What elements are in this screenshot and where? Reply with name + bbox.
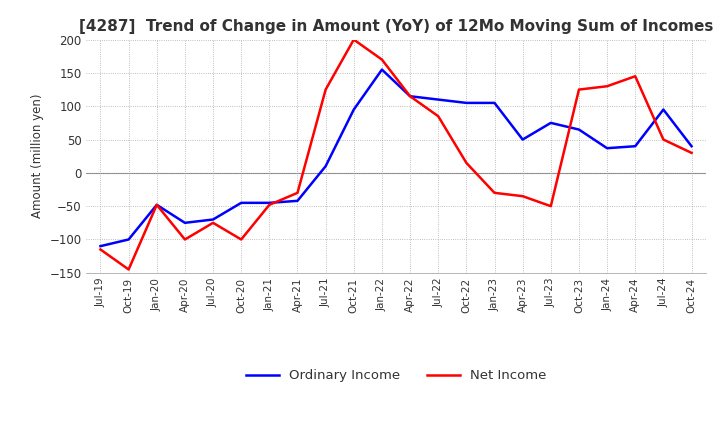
Ordinary Income [434,97,443,102]
Ordinary Income [518,137,527,142]
Net Income [659,137,667,142]
Net Income [265,202,274,208]
Net Income [377,57,386,62]
Ordinary Income [377,67,386,72]
Ordinary Income [293,198,302,203]
Ordinary Income [153,202,161,208]
Legend: Ordinary Income, Net Income: Ordinary Income, Net Income [240,364,552,388]
Net Income [125,267,133,272]
Net Income [181,237,189,242]
Net Income [321,87,330,92]
Ordinary Income [321,164,330,169]
Ordinary Income [631,143,639,149]
Ordinary Income [659,107,667,112]
Ordinary Income [237,200,246,205]
Line: Net Income: Net Income [101,40,691,269]
Net Income [237,237,246,242]
Ordinary Income [490,100,499,106]
Ordinary Income [575,127,583,132]
Net Income [575,87,583,92]
Net Income [687,150,696,155]
Net Income [153,202,161,208]
Ordinary Income [406,94,415,99]
Net Income [406,94,415,99]
Ordinary Income [265,200,274,205]
Net Income [546,204,555,209]
Net Income [434,114,443,119]
Net Income [349,37,358,42]
Ordinary Income [603,146,611,151]
Net Income [631,73,639,79]
Ordinary Income [96,243,105,249]
Ordinary Income [181,220,189,225]
Net Income [518,194,527,199]
Ordinary Income [349,107,358,112]
Ordinary Income [546,120,555,125]
Net Income [462,160,471,165]
Y-axis label: Amount (million yen): Amount (million yen) [31,94,44,218]
Ordinary Income [462,100,471,106]
Ordinary Income [687,143,696,149]
Line: Ordinary Income: Ordinary Income [101,70,691,246]
Net Income [603,84,611,89]
Net Income [490,190,499,195]
Net Income [293,190,302,195]
Net Income [96,247,105,252]
Title: [4287]  Trend of Change in Amount (YoY) of 12Mo Moving Sum of Incomes: [4287] Trend of Change in Amount (YoY) o… [78,19,714,34]
Ordinary Income [125,237,133,242]
Ordinary Income [209,217,217,222]
Net Income [209,220,217,225]
